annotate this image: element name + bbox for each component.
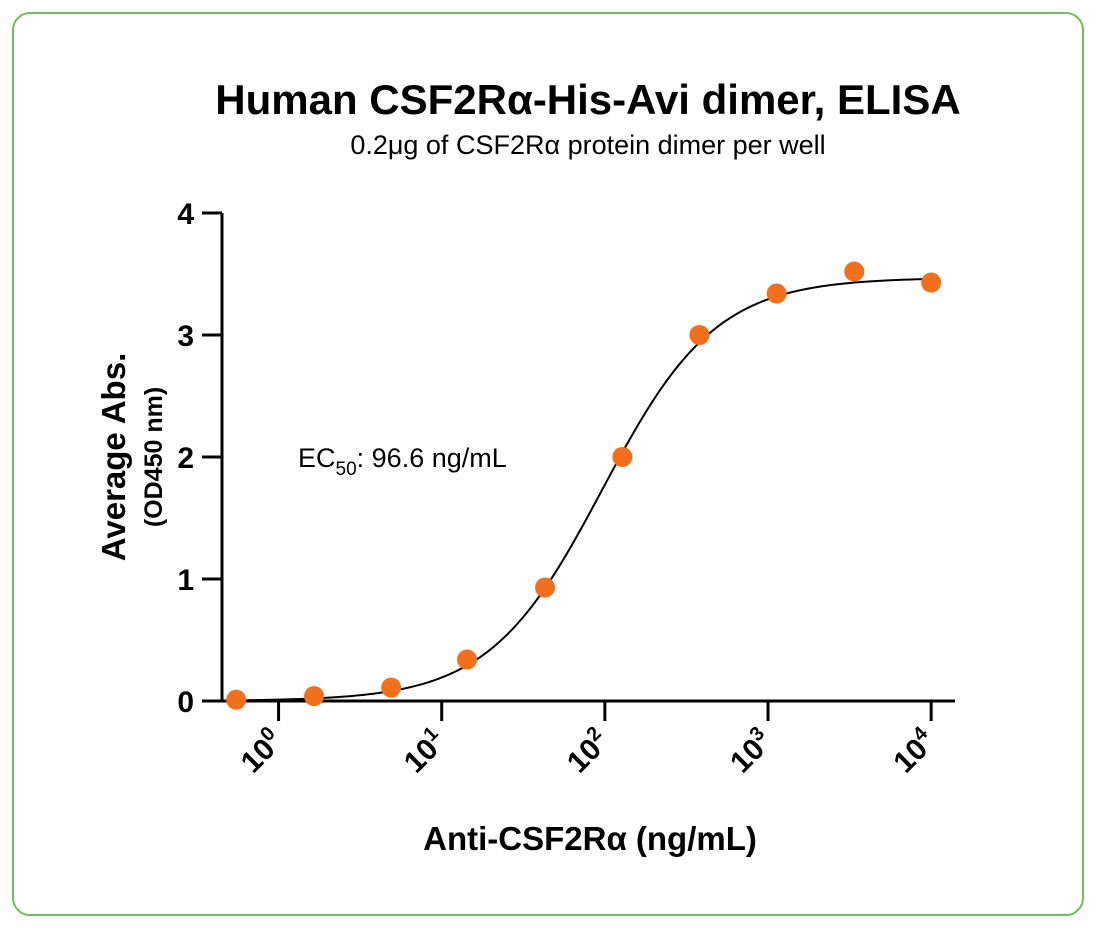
data-point [304, 686, 325, 707]
x-tick-label: 100 [233, 722, 290, 779]
data-point [844, 261, 865, 282]
chart-frame [12, 12, 1084, 916]
data-point [535, 577, 556, 598]
data-point [766, 283, 787, 304]
x-tick-label: 103 [722, 722, 779, 779]
data-point [226, 689, 247, 710]
x-tick-label: 101 [396, 722, 453, 779]
fit-curve [236, 277, 932, 702]
chart-title: Human CSF2Rα-His-Avi dimer, ELISA [215, 76, 960, 123]
y-tick-label: 0 [177, 686, 194, 719]
data-point [921, 272, 942, 293]
x-axis-label: Anti-CSF2Rα (ng/mL) [423, 820, 757, 857]
axes-group: 0 1 2 3 4 100 101 102 103 104 [177, 198, 955, 779]
chart-subtitle: 0.2μg of CSF2Rα protein dimer per well [350, 130, 825, 160]
data-points [226, 261, 942, 710]
ec50-value: : 96.6 ng/mL [357, 443, 507, 473]
y-axis-label: Average Abs. [95, 353, 132, 561]
x-tick-label: 104 [885, 722, 943, 780]
ec50-prefix: EC [298, 443, 336, 473]
y-tick-label: 2 [177, 442, 194, 475]
data-point [457, 649, 478, 670]
data-point [381, 677, 402, 698]
x-tick-label: 102 [559, 722, 616, 779]
data-point [689, 325, 710, 345]
data-point [612, 447, 633, 467]
y-axis-sublabel: (OD450 nm) [140, 387, 168, 527]
y-tick-label: 3 [177, 320, 194, 353]
ec50-subscript: 50 [336, 459, 357, 480]
y-tick-label: 1 [177, 564, 194, 597]
y-tick-label: 4 [177, 198, 194, 231]
ec50-annotation: EC50: 96.6 ng/mL [298, 443, 507, 480]
